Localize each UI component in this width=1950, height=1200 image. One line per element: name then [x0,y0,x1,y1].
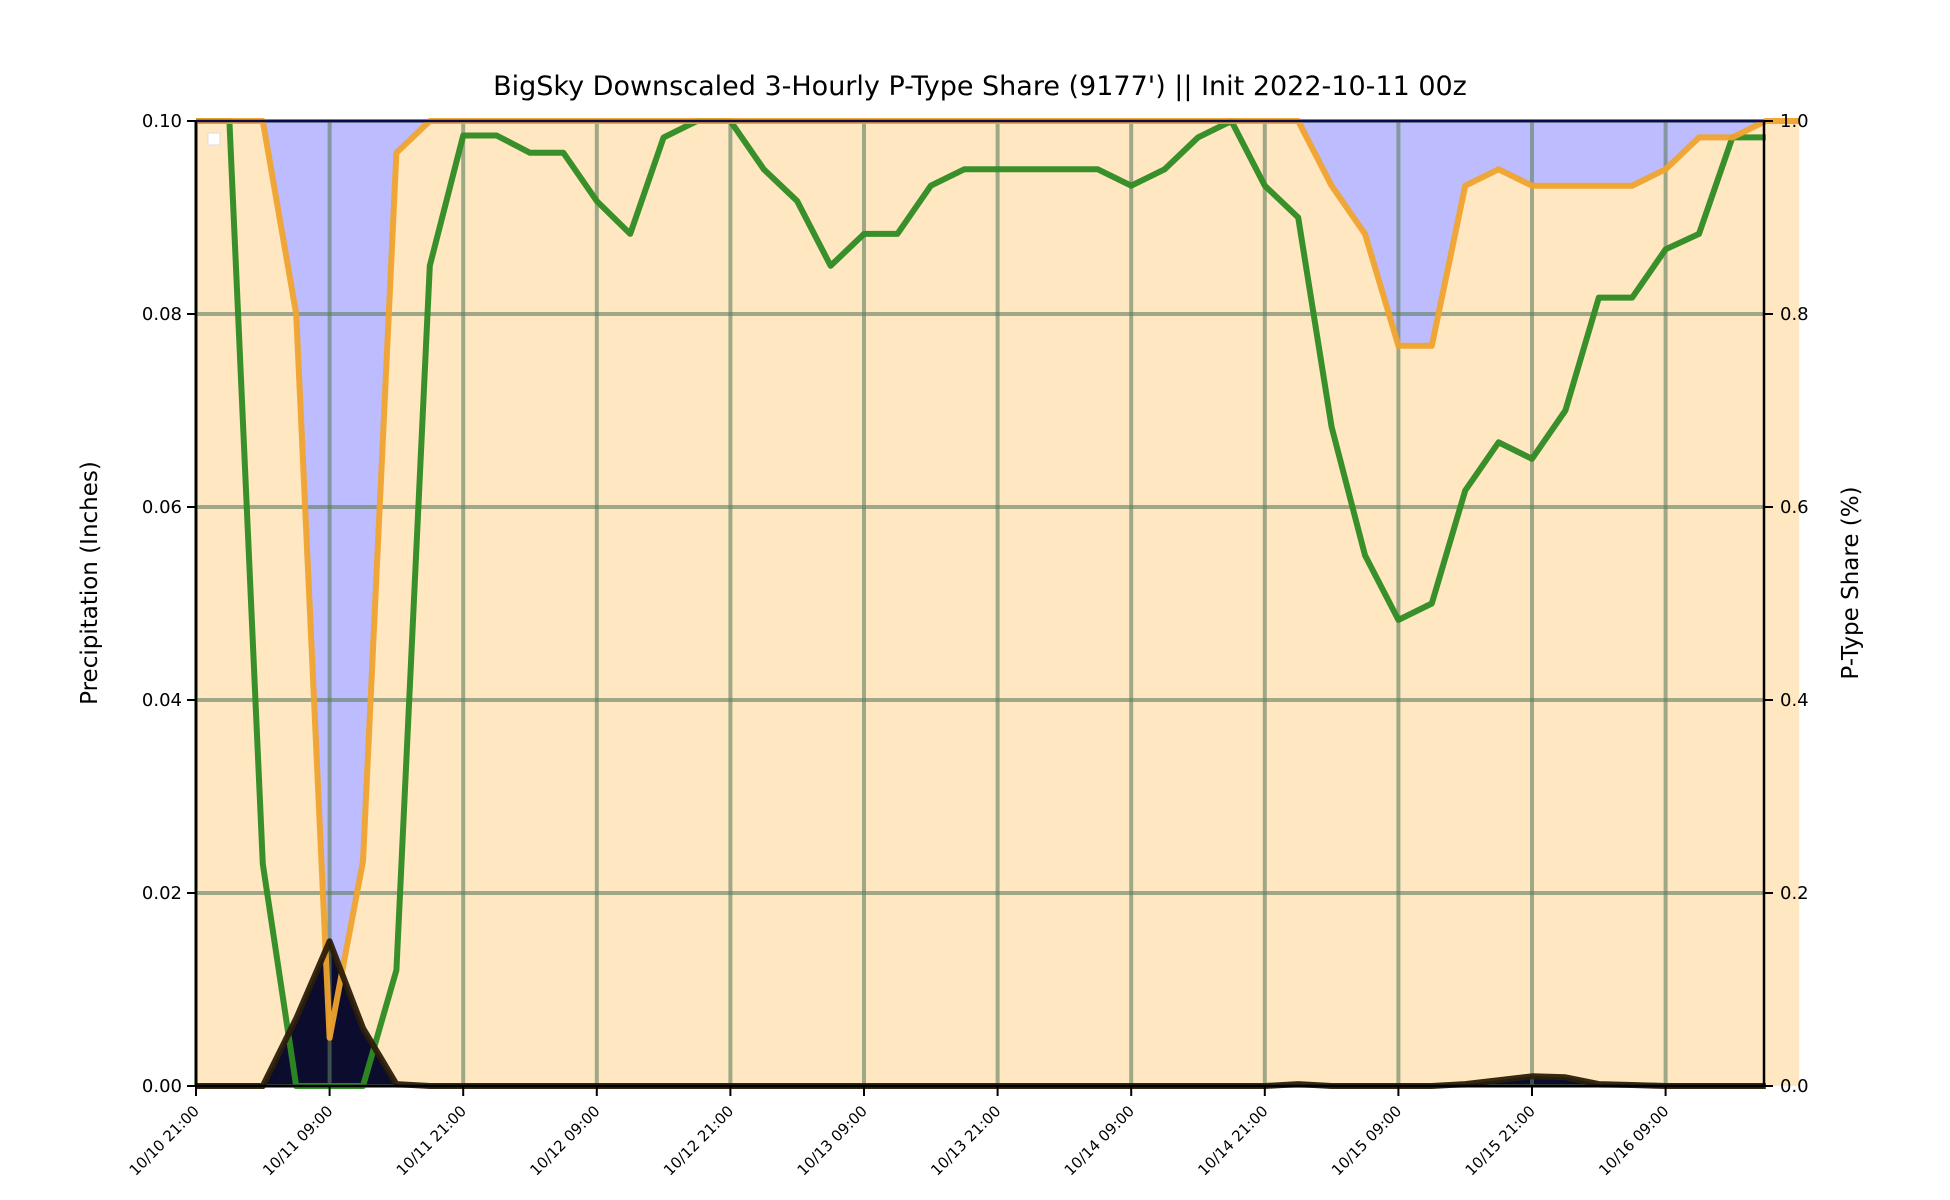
x-tick-label: 10/16 09:00 [1595,1102,1672,1179]
x-tick-label: 10/12 21:00 [660,1102,737,1179]
series-dark-area [196,941,1766,1086]
y-tick-label-right: 1.0 [1780,111,1809,132]
x-tick-label: 10/10 21:00 [126,1102,203,1179]
x-tick-label: 10/11 09:00 [259,1102,336,1179]
chart-title: BigSky Downscaled 3-Hourly P-Type Share … [493,71,1467,102]
y-tick-label-right: 0.6 [1780,497,1809,518]
plot-area: 0.00 0.02 0.04 0.06 0.08 0.10 0.0 0.2 0.4 0.6 0.8 1… [126,111,1809,1179]
y-tick-label-right: 0.8 [1780,304,1809,325]
y-tick-label-left: 0.04 [142,690,182,711]
x-tick-label: 10/11 21:00 [393,1102,470,1179]
x-tick-label: 10/14 21:00 [1194,1102,1271,1179]
y-tick-label-right: 0.4 [1780,690,1809,711]
legend-box [207,132,221,146]
x-tick-label: 10/13 21:00 [927,1102,1004,1179]
y-tick-label-right: 0.0 [1780,1076,1809,1097]
y-tick-label-left: 0.00 [142,1076,182,1097]
y-tick-label-left: 0.02 [142,883,182,904]
x-tick-label: 10/12 09:00 [526,1102,603,1179]
y-tick-label-right: 0.2 [1780,883,1809,904]
y-tick-label-left: 0.08 [142,304,182,325]
series-green-line [196,118,1766,1089]
x-tick-label: 10/14 09:00 [1061,1102,1138,1179]
y-axis-label-left: Precipitation (Inches) [77,461,103,705]
x-tick-label: 10/15 09:00 [1328,1102,1405,1179]
x-tick-label: 10/13 09:00 [794,1102,871,1179]
y-tick-label-left: 0.10 [142,111,182,132]
x-tick-label: 10/15 21:00 [1462,1102,1539,1179]
y-axis-label-right: P-Type Share (%) [1838,486,1864,679]
y-tick-label-left: 0.06 [142,497,182,518]
